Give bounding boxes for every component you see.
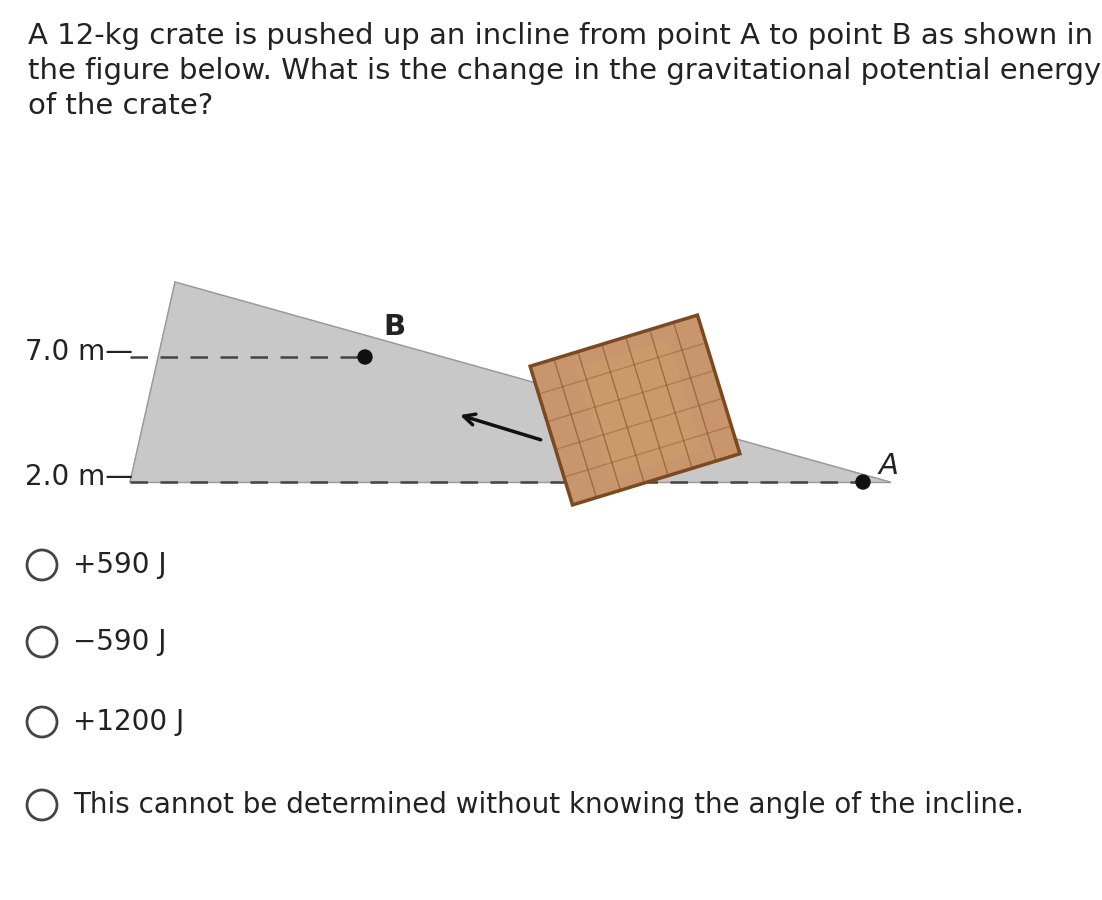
Text: B: B	[383, 313, 406, 341]
Text: A: A	[879, 452, 899, 480]
Polygon shape	[130, 282, 890, 482]
Text: A 12-kg crate is pushed up an incline from point A to point B as shown in: A 12-kg crate is pushed up an incline fr…	[28, 22, 1093, 50]
Text: +590 J: +590 J	[73, 551, 166, 579]
Text: of the crate?: of the crate?	[28, 92, 214, 120]
Circle shape	[358, 350, 372, 364]
Polygon shape	[530, 315, 739, 505]
Text: 7.0 m—: 7.0 m—	[25, 338, 133, 366]
Text: +1200 J: +1200 J	[73, 708, 184, 736]
Text: 2.0 m—: 2.0 m—	[25, 463, 133, 491]
Polygon shape	[576, 339, 702, 478]
Circle shape	[856, 475, 869, 489]
Text: This cannot be determined without knowing the angle of the incline.: This cannot be determined without knowin…	[73, 791, 1024, 819]
Text: −590 J: −590 J	[73, 628, 166, 656]
Text: the figure below. What is the change in the gravitational potential energy: the figure below. What is the change in …	[28, 57, 1101, 85]
